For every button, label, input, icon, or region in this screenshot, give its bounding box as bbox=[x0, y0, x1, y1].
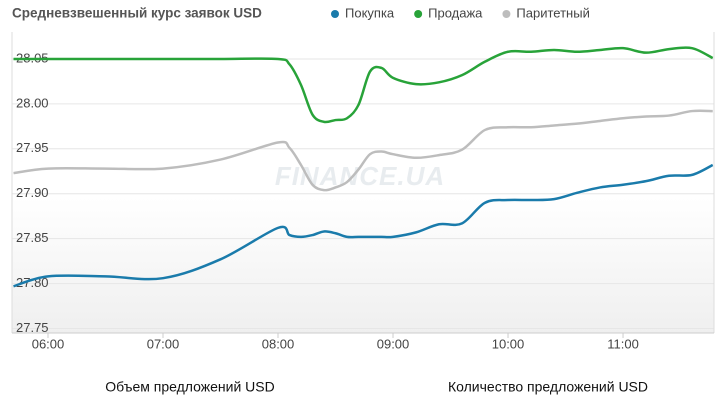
x-tick-label: 06:00 bbox=[32, 336, 65, 351]
y-tick-label: 28.00 bbox=[16, 95, 49, 110]
plot-background bbox=[12, 32, 714, 333]
y-tick-label: 27.90 bbox=[16, 185, 49, 200]
legend-marker bbox=[502, 10, 511, 18]
series-line bbox=[13, 163, 714, 288]
series-line bbox=[13, 109, 713, 192]
bottom-label: Объем предложений USD bbox=[105, 379, 274, 395]
legend-label: Паритетный bbox=[516, 5, 589, 20]
watermark: FINANCE.UA bbox=[275, 161, 445, 191]
legend: Покупка Продажа Паритетный bbox=[331, 5, 590, 20]
x-tick-label: 08:00 bbox=[262, 336, 295, 351]
x-tick-label: 11:00 bbox=[607, 336, 639, 351]
legend-marker bbox=[331, 10, 339, 18]
legend-label: Покупка bbox=[345, 5, 395, 20]
series-line bbox=[13, 46, 714, 124]
bottom-label: Количество предложений USD bbox=[448, 379, 648, 395]
x-tick-label: 10:00 bbox=[492, 336, 525, 351]
x-tick-label: 07:00 bbox=[147, 336, 180, 351]
legend-marker bbox=[414, 10, 423, 18]
chart-title: Средневзвешенный курс заявок USD bbox=[12, 6, 262, 21]
y-tick-label: 27.75 bbox=[16, 320, 49, 335]
y-tick-label: 27.95 bbox=[16, 140, 49, 155]
x-tick-label: 09:00 bbox=[377, 336, 410, 351]
legend-label: Продажа bbox=[428, 5, 483, 20]
y-tick-label: 27.85 bbox=[16, 230, 49, 245]
